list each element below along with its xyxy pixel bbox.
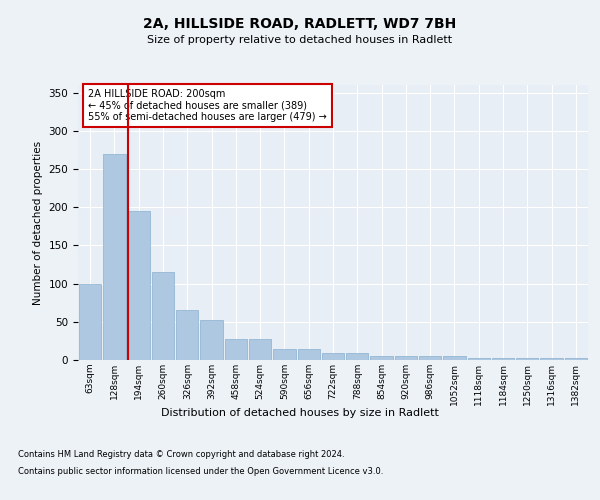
Bar: [346, 353, 368, 360]
Bar: [224, 340, 247, 360]
Bar: [395, 356, 417, 360]
Bar: [541, 358, 563, 360]
Bar: [152, 272, 174, 360]
Text: 2A HILLSIDE ROAD: 200sqm
← 45% of detached houses are smaller (389)
55% of semi-: 2A HILLSIDE ROAD: 200sqm ← 45% of detach…: [88, 89, 327, 122]
Bar: [176, 310, 199, 360]
Bar: [443, 356, 466, 360]
Text: Size of property relative to detached houses in Radlett: Size of property relative to detached ho…: [148, 35, 452, 45]
Bar: [322, 353, 344, 360]
Text: Distribution of detached houses by size in Radlett: Distribution of detached houses by size …: [161, 408, 439, 418]
Bar: [249, 340, 271, 360]
Bar: [128, 211, 150, 360]
Text: 2A, HILLSIDE ROAD, RADLETT, WD7 7BH: 2A, HILLSIDE ROAD, RADLETT, WD7 7BH: [143, 18, 457, 32]
Bar: [298, 348, 320, 360]
Bar: [200, 320, 223, 360]
Bar: [273, 348, 296, 360]
Text: Contains public sector information licensed under the Open Government Licence v3: Contains public sector information licen…: [18, 468, 383, 476]
Text: Contains HM Land Registry data © Crown copyright and database right 2024.: Contains HM Land Registry data © Crown c…: [18, 450, 344, 459]
Bar: [370, 356, 393, 360]
Bar: [516, 358, 538, 360]
Bar: [467, 358, 490, 360]
Y-axis label: Number of detached properties: Number of detached properties: [33, 140, 43, 304]
Bar: [419, 356, 442, 360]
Bar: [565, 358, 587, 360]
Bar: [79, 284, 101, 360]
Bar: [492, 358, 514, 360]
Bar: [103, 154, 125, 360]
